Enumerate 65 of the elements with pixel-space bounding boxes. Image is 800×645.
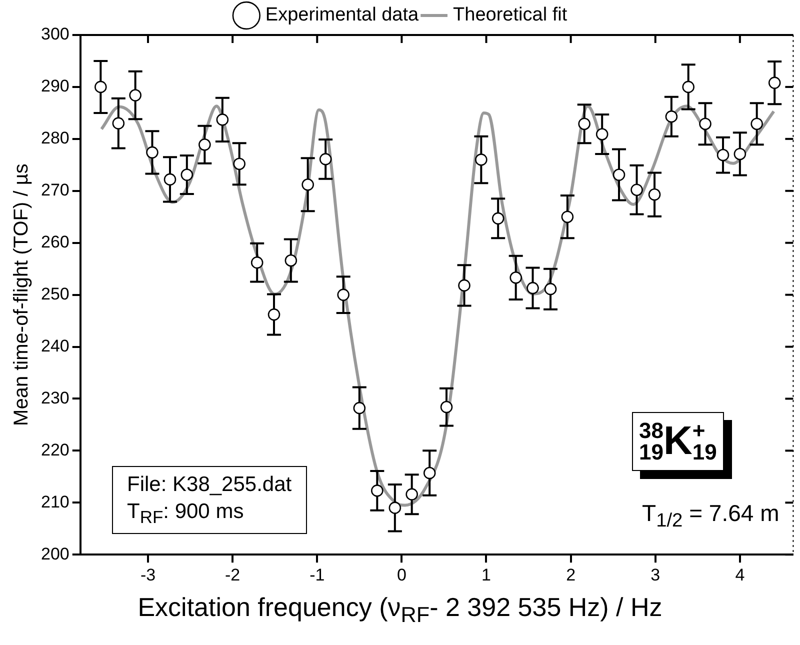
point xyxy=(198,138,211,151)
y-tick-label: 300 xyxy=(40,24,70,44)
point xyxy=(388,502,402,514)
y-axis-title: Mean time-of-flight (TOF) / µs xyxy=(10,164,33,426)
point xyxy=(406,488,418,500)
point xyxy=(164,173,176,186)
point xyxy=(337,288,350,301)
x-axis-title: Excitation frequency (ν$_{RF}$- 2 392 535 Hz) / Hz xyxy=(136,592,664,628)
point xyxy=(319,153,332,166)
point xyxy=(216,114,229,126)
point xyxy=(665,110,678,123)
x-tick-label: -2 xyxy=(225,565,240,584)
y-tick-label: 250 xyxy=(40,284,70,304)
point xyxy=(510,272,522,284)
point xyxy=(112,117,125,130)
point xyxy=(578,118,590,130)
y-tick-label: 260 xyxy=(40,232,70,252)
point xyxy=(682,80,694,94)
y-tick-label: 230 xyxy=(40,388,70,408)
x-tick-label: 1 xyxy=(482,565,491,584)
point xyxy=(250,256,264,269)
point xyxy=(353,402,366,414)
point xyxy=(699,118,712,130)
point xyxy=(492,212,504,225)
point xyxy=(233,158,246,170)
point xyxy=(458,279,470,292)
point xyxy=(526,282,539,294)
point xyxy=(561,210,574,224)
point xyxy=(630,184,643,196)
x-tick-label: 2 xyxy=(566,565,576,584)
point xyxy=(146,146,158,159)
y-tick-label: 290 xyxy=(40,76,70,96)
point xyxy=(544,282,557,296)
point xyxy=(475,154,488,166)
point xyxy=(302,178,314,191)
point xyxy=(180,168,194,181)
point xyxy=(94,80,107,94)
x-tick-label: 0 xyxy=(396,565,406,584)
point xyxy=(750,118,763,130)
y-tick-label: 210 xyxy=(40,492,70,512)
y-tick-label: 240 xyxy=(40,336,70,356)
legend-label: Theoretical fit xyxy=(453,4,568,26)
point xyxy=(716,148,730,162)
point xyxy=(648,188,661,201)
point xyxy=(371,484,384,497)
point xyxy=(440,400,453,414)
y-tick-label: 200 xyxy=(40,544,70,564)
x-tick-label: 4 xyxy=(735,565,745,584)
y-tick-label: 220 xyxy=(40,440,70,460)
point xyxy=(284,254,298,267)
y-tick-label: 280 xyxy=(40,128,70,148)
point xyxy=(734,148,746,160)
point xyxy=(129,89,142,102)
annotation: T$_{1/2}$ = 7.64 m xyxy=(642,500,780,533)
legend-label: Experimental data xyxy=(265,4,419,26)
point xyxy=(268,308,280,321)
point xyxy=(423,466,436,480)
annotation: File: K38_255.dat T$_{RF}$: 900 ms xyxy=(112,466,307,534)
y-tick-label: 270 xyxy=(40,180,70,200)
point xyxy=(612,168,626,181)
point xyxy=(596,128,608,140)
x-tick-label: 3 xyxy=(650,565,660,584)
x-tick-label: -1 xyxy=(310,565,325,584)
point xyxy=(768,76,781,89)
x-tick-label: -3 xyxy=(140,565,156,584)
